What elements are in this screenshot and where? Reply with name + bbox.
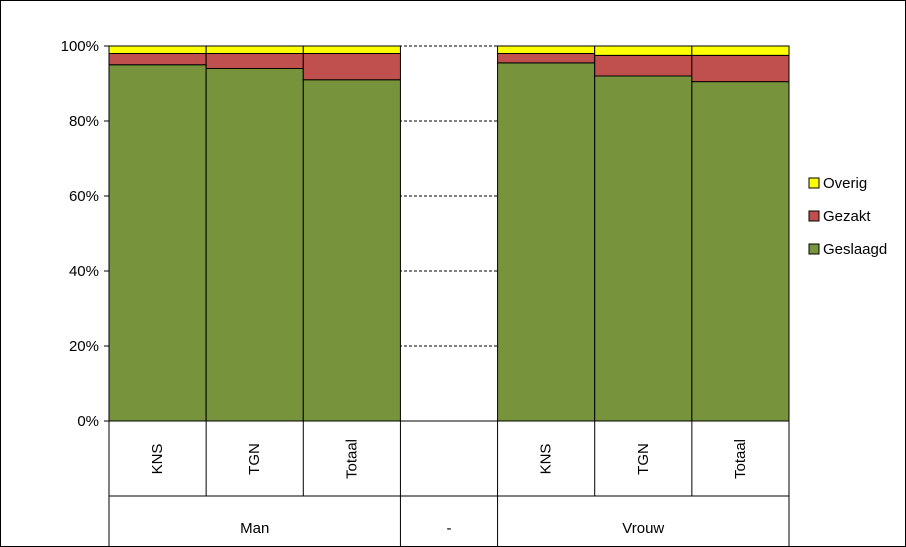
- legend-swatch: [808, 210, 820, 222]
- legend-label: Overig: [823, 175, 867, 192]
- y-tick-label: 60%: [69, 188, 99, 205]
- bar-segment-overig: [302, 45, 401, 54]
- bar-segment-geslaagd: [205, 68, 304, 422]
- bar-segment-gezakt: [691, 54, 790, 83]
- bar-segment-geslaagd: [302, 79, 401, 422]
- x-tick-label: TGN: [246, 443, 263, 475]
- bar-segment-overig: [497, 45, 596, 54]
- bar-segment-overig: [205, 45, 304, 54]
- y-tick-label: 100%: [61, 38, 99, 55]
- bar-segment-gezakt: [108, 53, 207, 66]
- legend-swatch: [808, 243, 820, 255]
- x-tick-label: KNS: [538, 444, 555, 475]
- legend-swatch: [808, 177, 820, 189]
- x-tick-label: TGN: [635, 443, 652, 475]
- bar-segment-gezakt: [302, 53, 401, 81]
- legend-label: Geslaagd: [823, 241, 887, 258]
- y-tick-label: 0%: [77, 413, 99, 430]
- x-tick-label: Totaal: [732, 439, 749, 479]
- bar-segment-geslaagd: [108, 64, 207, 422]
- bar-segment-gezakt: [594, 54, 693, 77]
- x-axis: Man - Vrouw KNS TGN Totaal KNS TGN Totaal: [108, 420, 790, 546]
- bar-segment-geslaagd: [497, 62, 596, 422]
- y-tick-label: 20%: [69, 338, 99, 355]
- legend: Overig Gezakt Geslaagd: [808, 175, 887, 258]
- bar-segment-geslaagd: [594, 75, 693, 422]
- bar-segment-overig: [691, 45, 790, 56]
- y-tick-label: 40%: [69, 263, 99, 280]
- bars: [108, 45, 790, 422]
- x-tick-label: KNS: [149, 444, 166, 475]
- legend-label: Gezakt: [823, 208, 871, 225]
- y-axis: 0% 20% 40% 60% 80% 100%: [61, 38, 110, 430]
- group-label: Vrouw: [622, 520, 664, 537]
- bar-segment-gezakt: [205, 53, 304, 69]
- x-tick-label: Totaal: [343, 439, 360, 479]
- bar-segment-overig: [108, 45, 207, 54]
- y-tick-label: 80%: [69, 113, 99, 130]
- group-label: Man: [240, 520, 269, 537]
- bar-segment-geslaagd: [691, 81, 790, 422]
- bar-segment-gezakt: [497, 53, 596, 64]
- group-label: -: [447, 520, 452, 537]
- bar-segment-overig: [594, 45, 693, 56]
